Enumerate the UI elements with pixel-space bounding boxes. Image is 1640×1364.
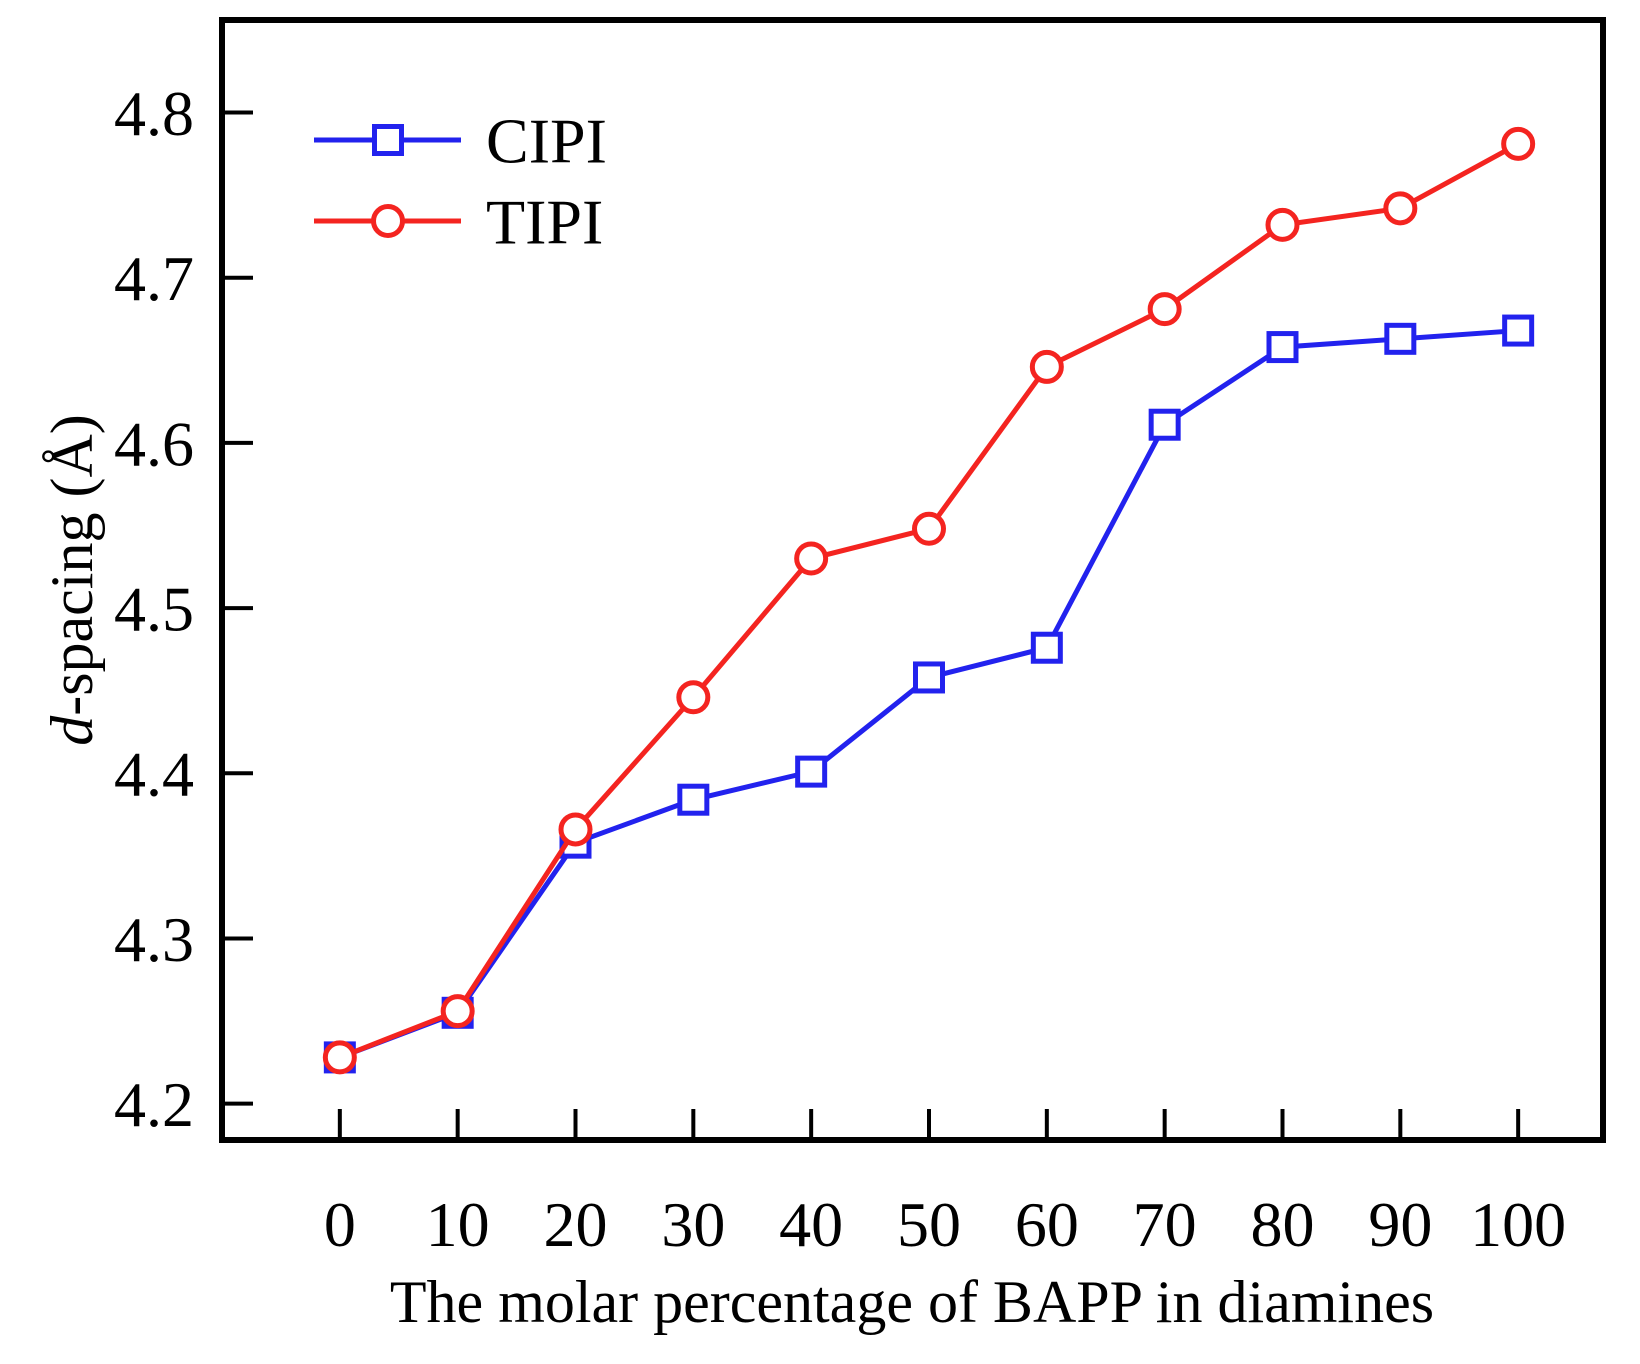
y-tick-label: 4.4: [114, 739, 194, 810]
x-tick-label: 90: [1368, 1189, 1432, 1260]
tipi-marker: [1501, 126, 1536, 161]
y-tick-label: 4.8: [114, 78, 194, 149]
tipi-marker: [794, 541, 829, 576]
y-axis-title: d-spacing (Å): [39, 414, 105, 746]
cipi-marker: [1384, 322, 1417, 355]
cipi-marker: [1148, 408, 1181, 441]
cipi-marker: [1266, 331, 1299, 364]
x-tick-label: 80: [1250, 1189, 1314, 1260]
cipi-marker: [677, 783, 710, 816]
y-tick-label: 4.7: [114, 243, 194, 314]
x-tick-label: 0: [324, 1189, 356, 1260]
x-tick-label: 40: [779, 1189, 843, 1260]
x-tick-label: 50: [897, 1189, 961, 1260]
tipi-marker: [1265, 207, 1300, 242]
cipi-marker: [1502, 314, 1535, 347]
cipi-line: [338, 328, 1519, 1060]
y-tick-label: 4.3: [114, 904, 194, 975]
y-tick-label: 4.5: [114, 573, 194, 644]
y-tick-label: 4.2: [114, 1069, 194, 1140]
tipi-marker: [1029, 349, 1064, 384]
tipi-marker: [676, 680, 711, 715]
tipi-marker: [558, 812, 593, 847]
tipi-marker: [1147, 292, 1182, 327]
y-tick-label: 4.6: [114, 408, 194, 479]
legend-cipi-marker: [372, 124, 404, 156]
tipi-marker: [322, 1040, 357, 1075]
tipi-line: [338, 141, 1520, 1060]
tipi-marker: [440, 994, 475, 1029]
x-tick-label: 70: [1133, 1189, 1197, 1260]
cipi-marker: [912, 661, 945, 694]
x-tick-label: 100: [1470, 1189, 1566, 1260]
x-tick-label: 30: [661, 1189, 725, 1260]
legend-tipi-marker: [371, 204, 405, 238]
legend-cipi-label: CIPI: [486, 105, 607, 176]
y-axis-title-italic-part: d: [39, 715, 105, 746]
cipi-marker: [795, 755, 828, 788]
y-axis-title-rest: -spacing (Å): [39, 414, 105, 716]
legend-tipi-label: TIPI: [486, 186, 603, 257]
x-tick-label: 20: [543, 1189, 607, 1260]
plot-frame: [219, 17, 1606, 1143]
x-tick-label: 10: [426, 1189, 490, 1260]
tipi-marker: [911, 511, 946, 546]
x-tick-label: 60: [1015, 1189, 1079, 1260]
tipi-marker: [1383, 191, 1418, 226]
cipi-marker: [1030, 631, 1063, 664]
x-axis-title: The molar percentage of BAPP in diamines: [390, 1269, 1434, 1335]
